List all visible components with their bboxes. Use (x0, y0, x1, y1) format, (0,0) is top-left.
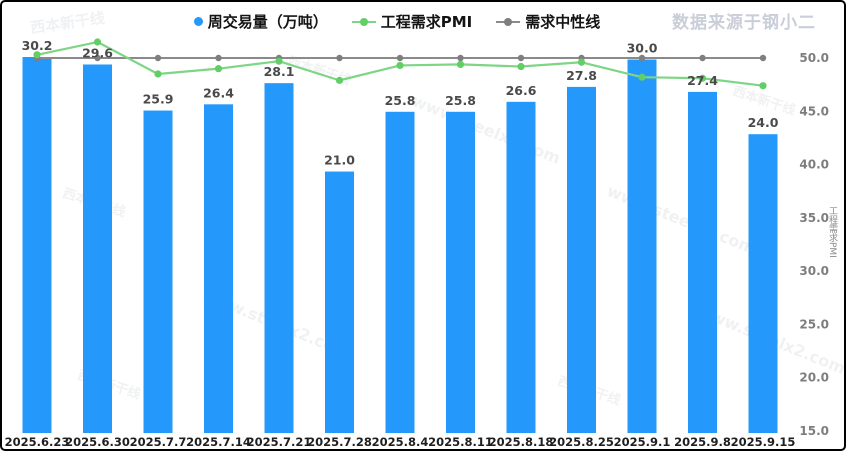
neutral-point[interactable] (638, 54, 646, 62)
bar-2025.9.1[interactable] (627, 59, 657, 434)
bar-value-label: 29.6 (82, 45, 113, 60)
x-tick-label: 2025.9.8 (674, 435, 731, 449)
bar-value-label: 21.0 (324, 153, 355, 168)
bar-2025.7.14[interactable] (204, 104, 233, 433)
y-tick-label: 45.0 (799, 104, 829, 118)
bar-value-label: 25.8 (385, 93, 416, 108)
x-tick-label: 2025.7.21 (247, 435, 312, 449)
bar-2025.6.23[interactable] (22, 57, 52, 433)
bar-2025.6.30[interactable] (83, 64, 112, 434)
neutral-point[interactable] (396, 54, 404, 62)
x-tick-label: 2025.7.28 (307, 435, 372, 449)
bar-2025.8.11[interactable] (446, 111, 475, 433)
x-tick-label: 2025.6.30 (65, 435, 130, 449)
x-tick-label: 2025.9.15 (731, 435, 796, 449)
y-tick-label: 15.0 (799, 424, 829, 438)
bar-value-label: 26.4 (203, 85, 234, 100)
bar-2025.8.4[interactable] (385, 111, 415, 433)
legend-item-pmi[interactable]: 工程需求PMI (351, 11, 473, 32)
y-tick-label: 40.0 (799, 158, 829, 172)
y-tick-label: 30.0 (799, 264, 829, 278)
bar-value-label: 24.0 (748, 115, 779, 130)
neutral-point[interactable] (215, 54, 222, 62)
pmi-point[interactable] (698, 74, 707, 82)
green-line-dot-icon (351, 17, 376, 26)
neutral-point[interactable] (517, 54, 525, 62)
bar-value-label: 30.0 (627, 41, 658, 56)
legend-item-neutral-line[interactable]: 需求中性线 (496, 11, 600, 32)
legend-label: 工程需求PMI (380, 13, 473, 31)
bar-2025.7.28[interactable] (325, 171, 354, 434)
x-tick-label: 2025.9.1 (614, 435, 671, 449)
blue-dot-icon (193, 17, 203, 26)
bar-2025.9.15[interactable] (748, 134, 778, 433)
bar-value-label: 30.2 (22, 38, 53, 53)
data-source-watermark: 数据来源于钢小二 (672, 13, 816, 33)
y-tick-label: 25.0 (799, 317, 829, 331)
bar-2025.7.7[interactable] (143, 110, 173, 434)
bar-value-label: 25.8 (445, 93, 476, 108)
pmi-point[interactable] (517, 62, 525, 71)
bar-value-label: 28.1 (264, 64, 295, 79)
bar-value-label: 25.9 (143, 92, 174, 107)
x-tick-label: 2025.8.18 (489, 435, 554, 449)
neutral-point[interactable] (457, 54, 464, 62)
chart-legend: 周交易量（万吨） 工程需求PMI 需求中性线 (2, 11, 792, 32)
right-axis-title: 工程需求PMI (827, 206, 837, 258)
y-tick-label: 50.0 (799, 51, 829, 65)
neutral-point[interactable] (154, 54, 162, 62)
neutral-point[interactable] (759, 54, 767, 62)
x-tick-label: 2025.8.11 (428, 435, 493, 449)
x-tick-label: 2025.8.4 (372, 435, 429, 449)
pmi-point[interactable] (335, 76, 344, 84)
pmi-point[interactable] (396, 61, 404, 70)
pmi-point[interactable] (33, 51, 41, 59)
x-tick-label: 2025.8.25 (549, 435, 614, 449)
bar-2025.8.25[interactable] (567, 86, 596, 433)
bar-2025.8.18[interactable] (506, 101, 536, 433)
gray-line-dot-icon (496, 17, 521, 26)
bar-value-label: 27.8 (566, 68, 597, 83)
pmi-point[interactable] (638, 73, 646, 81)
y-tick-label: 35.0 (799, 211, 829, 225)
legend-label: 周交易量（万吨） (207, 13, 328, 31)
pmi-point[interactable] (456, 60, 465, 68)
neutral-point[interactable] (94, 54, 101, 62)
bar-value-label: 27.4 (687, 73, 718, 88)
pmi-point[interactable] (93, 38, 102, 46)
x-tick-label: 2025.7.14 (186, 435, 251, 449)
x-tick-label: 2025.6.23 (5, 435, 70, 449)
x-tick-label: 2025.7.7 (130, 435, 187, 449)
pmi-point[interactable] (214, 65, 223, 73)
pmi-point[interactable] (275, 57, 283, 65)
neutral-point[interactable] (699, 54, 706, 62)
y-tick-label: 20.0 (799, 371, 829, 385)
pmi-point[interactable] (759, 82, 767, 90)
neutral-point[interactable] (336, 54, 343, 62)
pmi-point[interactable] (154, 70, 162, 78)
bar-value-label: 26.6 (506, 83, 537, 98)
legend-label: 需求中性线 (525, 13, 601, 31)
bar-2025.9.8[interactable] (688, 91, 717, 434)
legend-item-weekly-volume[interactable]: 周交易量（万吨） (193, 11, 328, 32)
bar-2025.7.21[interactable] (264, 83, 294, 433)
pmi-point[interactable] (577, 58, 586, 66)
